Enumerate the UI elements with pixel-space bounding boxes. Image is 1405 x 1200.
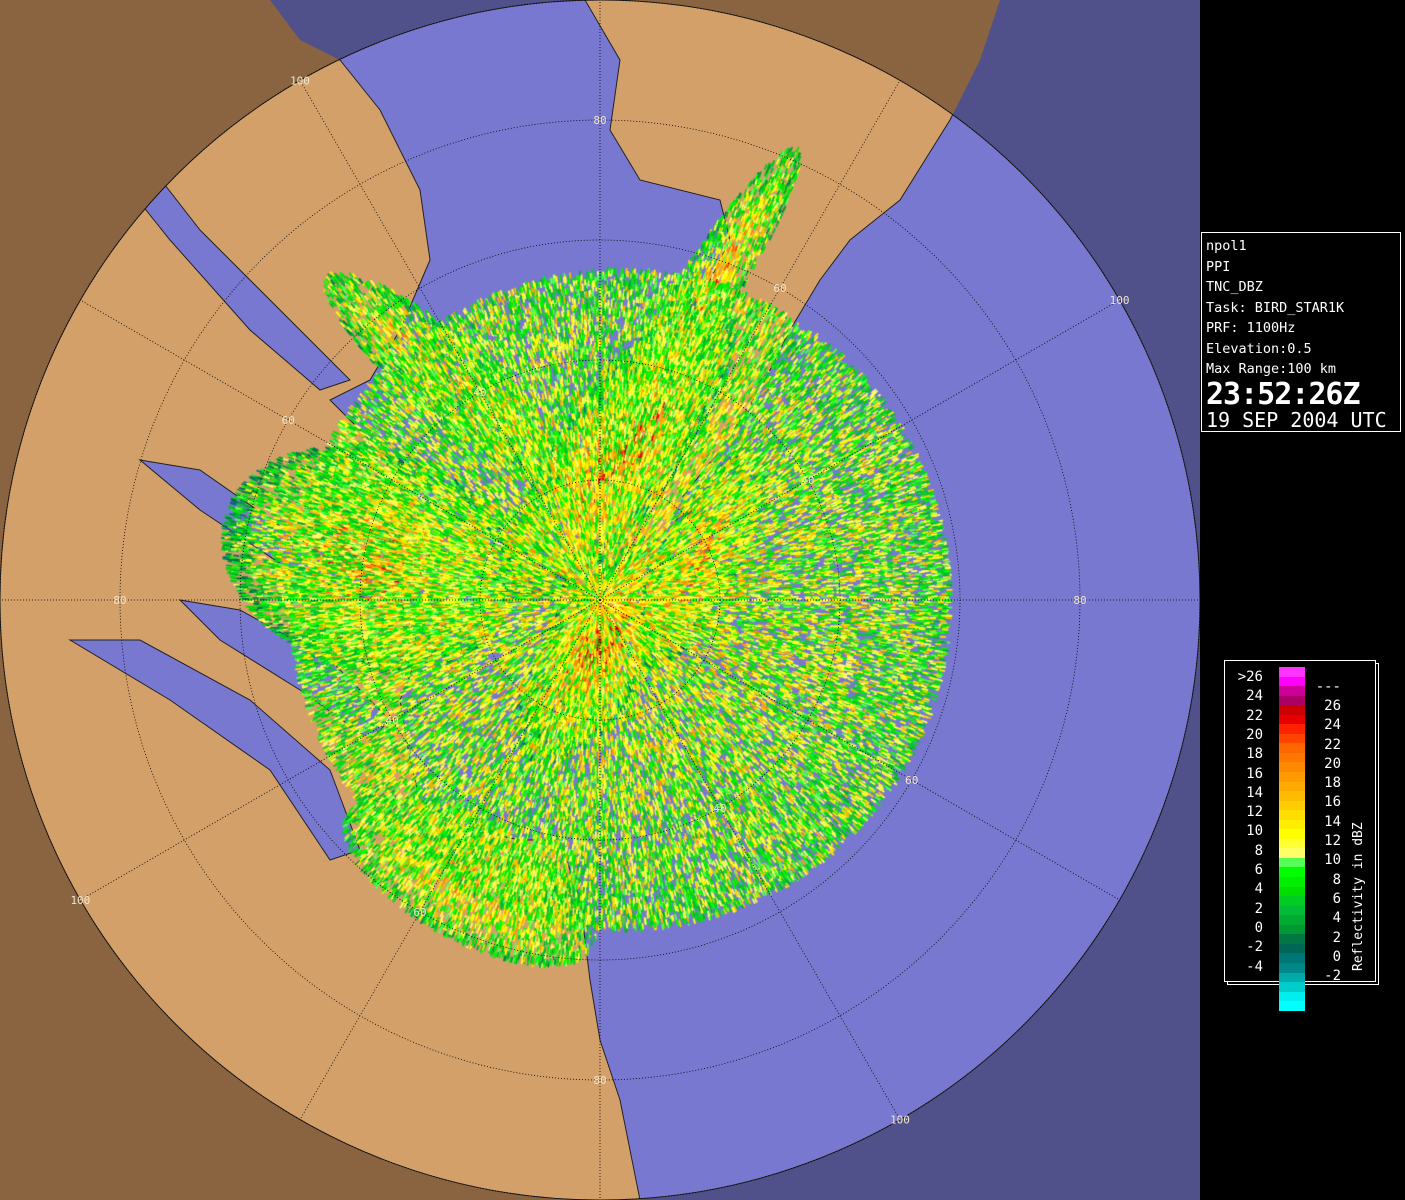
color-swatch	[1279, 877, 1305, 887]
color-swatch	[1279, 676, 1305, 687]
legend-label-right: 18	[1324, 775, 1341, 792]
radar-name: npol1	[1206, 238, 1247, 254]
legend-label-left: 14	[1246, 784, 1263, 801]
legend-label-left: 0	[1254, 919, 1263, 936]
color-swatch	[1279, 857, 1305, 868]
legend-label-left: 2	[1254, 900, 1263, 917]
color-swatch	[1279, 1001, 1305, 1011]
color-swatch	[1279, 695, 1305, 706]
scan-time: 23:52:26Z	[1206, 376, 1361, 412]
legend-label-right: 0	[1332, 948, 1341, 965]
color-swatch	[1279, 800, 1305, 811]
color-swatch	[1279, 829, 1305, 839]
color-swatch	[1279, 905, 1305, 916]
scan-type: PPI	[1206, 258, 1231, 275]
task-name: Task: BIRD_STAR1K	[1206, 299, 1345, 316]
color-swatch	[1279, 762, 1305, 773]
legend-label-left: -4	[1246, 958, 1263, 975]
radar-ppi-map	[0, 0, 1200, 1200]
legend-label-left: 8	[1254, 842, 1263, 859]
legend-label-left: 4	[1254, 881, 1263, 898]
color-swatch	[1279, 943, 1305, 954]
legend-label-left: 24	[1246, 688, 1263, 705]
legend-label-right: 14	[1324, 813, 1341, 830]
legend-label-left: 20	[1246, 726, 1263, 743]
color-swatch	[1279, 848, 1305, 858]
color-swatch	[1279, 934, 1305, 944]
color-swatch	[1279, 733, 1305, 744]
color-swatch	[1279, 724, 1305, 734]
color-swatch	[1279, 896, 1305, 906]
color-swatch	[1279, 838, 1305, 849]
color-swatch	[1279, 915, 1305, 925]
color-legend: >26 --- 24 26 22 24 20 22 18 20 16 18 14 16 12 14 10 12 8 1…	[1224, 660, 1376, 1011]
legend-label-left: 12	[1246, 804, 1263, 821]
legend-label-right: 10	[1324, 852, 1341, 869]
legend-label-left: >26	[1237, 669, 1263, 685]
legend-label-right: -2	[1324, 968, 1341, 985]
legend-label-right: 12	[1324, 833, 1341, 850]
legend-label-right: 22	[1324, 736, 1341, 753]
color-swatch	[1279, 867, 1305, 878]
legend-label-left: 16	[1246, 765, 1263, 782]
legend-label-left: 10	[1246, 823, 1263, 840]
color-swatch	[1279, 781, 1305, 792]
scan-info-panel: npol1 PPI TNC_DBZ Task: BIRD_STAR1K PRF:…	[1201, 232, 1401, 432]
color-swatch	[1279, 819, 1305, 830]
elevation: Elevation:0.5	[1206, 340, 1312, 357]
color-swatch	[1279, 953, 1305, 963]
legend-label-left: 22	[1246, 707, 1263, 724]
legend-label-right: 6	[1332, 890, 1341, 907]
legend-title: Reflectivity in dBZ	[1351, 822, 1366, 971]
legend-label-right: 26	[1324, 697, 1341, 714]
legend-label-right: 16	[1324, 794, 1341, 811]
legend-label-right: ---	[1315, 678, 1341, 695]
color-swatch	[1279, 982, 1305, 992]
color-swatch	[1279, 686, 1305, 696]
color-swatch	[1279, 791, 1305, 801]
legend-label-right: 20	[1324, 755, 1341, 772]
color-scale-bar	[1279, 667, 1305, 1011]
prf: PRF: 1100Hz	[1206, 320, 1296, 336]
color-swatch	[1279, 705, 1305, 715]
color-swatch	[1279, 810, 1305, 820]
legend-label-right: 24	[1324, 717, 1341, 734]
color-swatch	[1279, 924, 1305, 935]
color-swatch	[1279, 743, 1305, 753]
field-name: TNC_DBZ	[1206, 279, 1263, 295]
legend-label-right: 2	[1332, 929, 1341, 946]
color-swatch	[1279, 886, 1305, 897]
color-swatch	[1279, 714, 1305, 725]
color-swatch	[1279, 962, 1305, 973]
legend-label-right: 4	[1332, 910, 1341, 927]
color-swatch	[1279, 667, 1305, 677]
color-swatch	[1279, 972, 1305, 983]
color-swatch	[1279, 991, 1305, 1002]
legend-label-left: -2	[1246, 939, 1263, 956]
color-swatch	[1279, 752, 1305, 763]
scan-date: 19 SEP 2004 UTC	[1206, 407, 1387, 432]
legend-label-right: 8	[1332, 871, 1341, 888]
legend-label-left: 18	[1246, 746, 1263, 763]
legend-label-left: 6	[1254, 862, 1263, 878]
max-range: Max Range:100 km	[1206, 361, 1337, 377]
color-swatch	[1279, 772, 1305, 782]
